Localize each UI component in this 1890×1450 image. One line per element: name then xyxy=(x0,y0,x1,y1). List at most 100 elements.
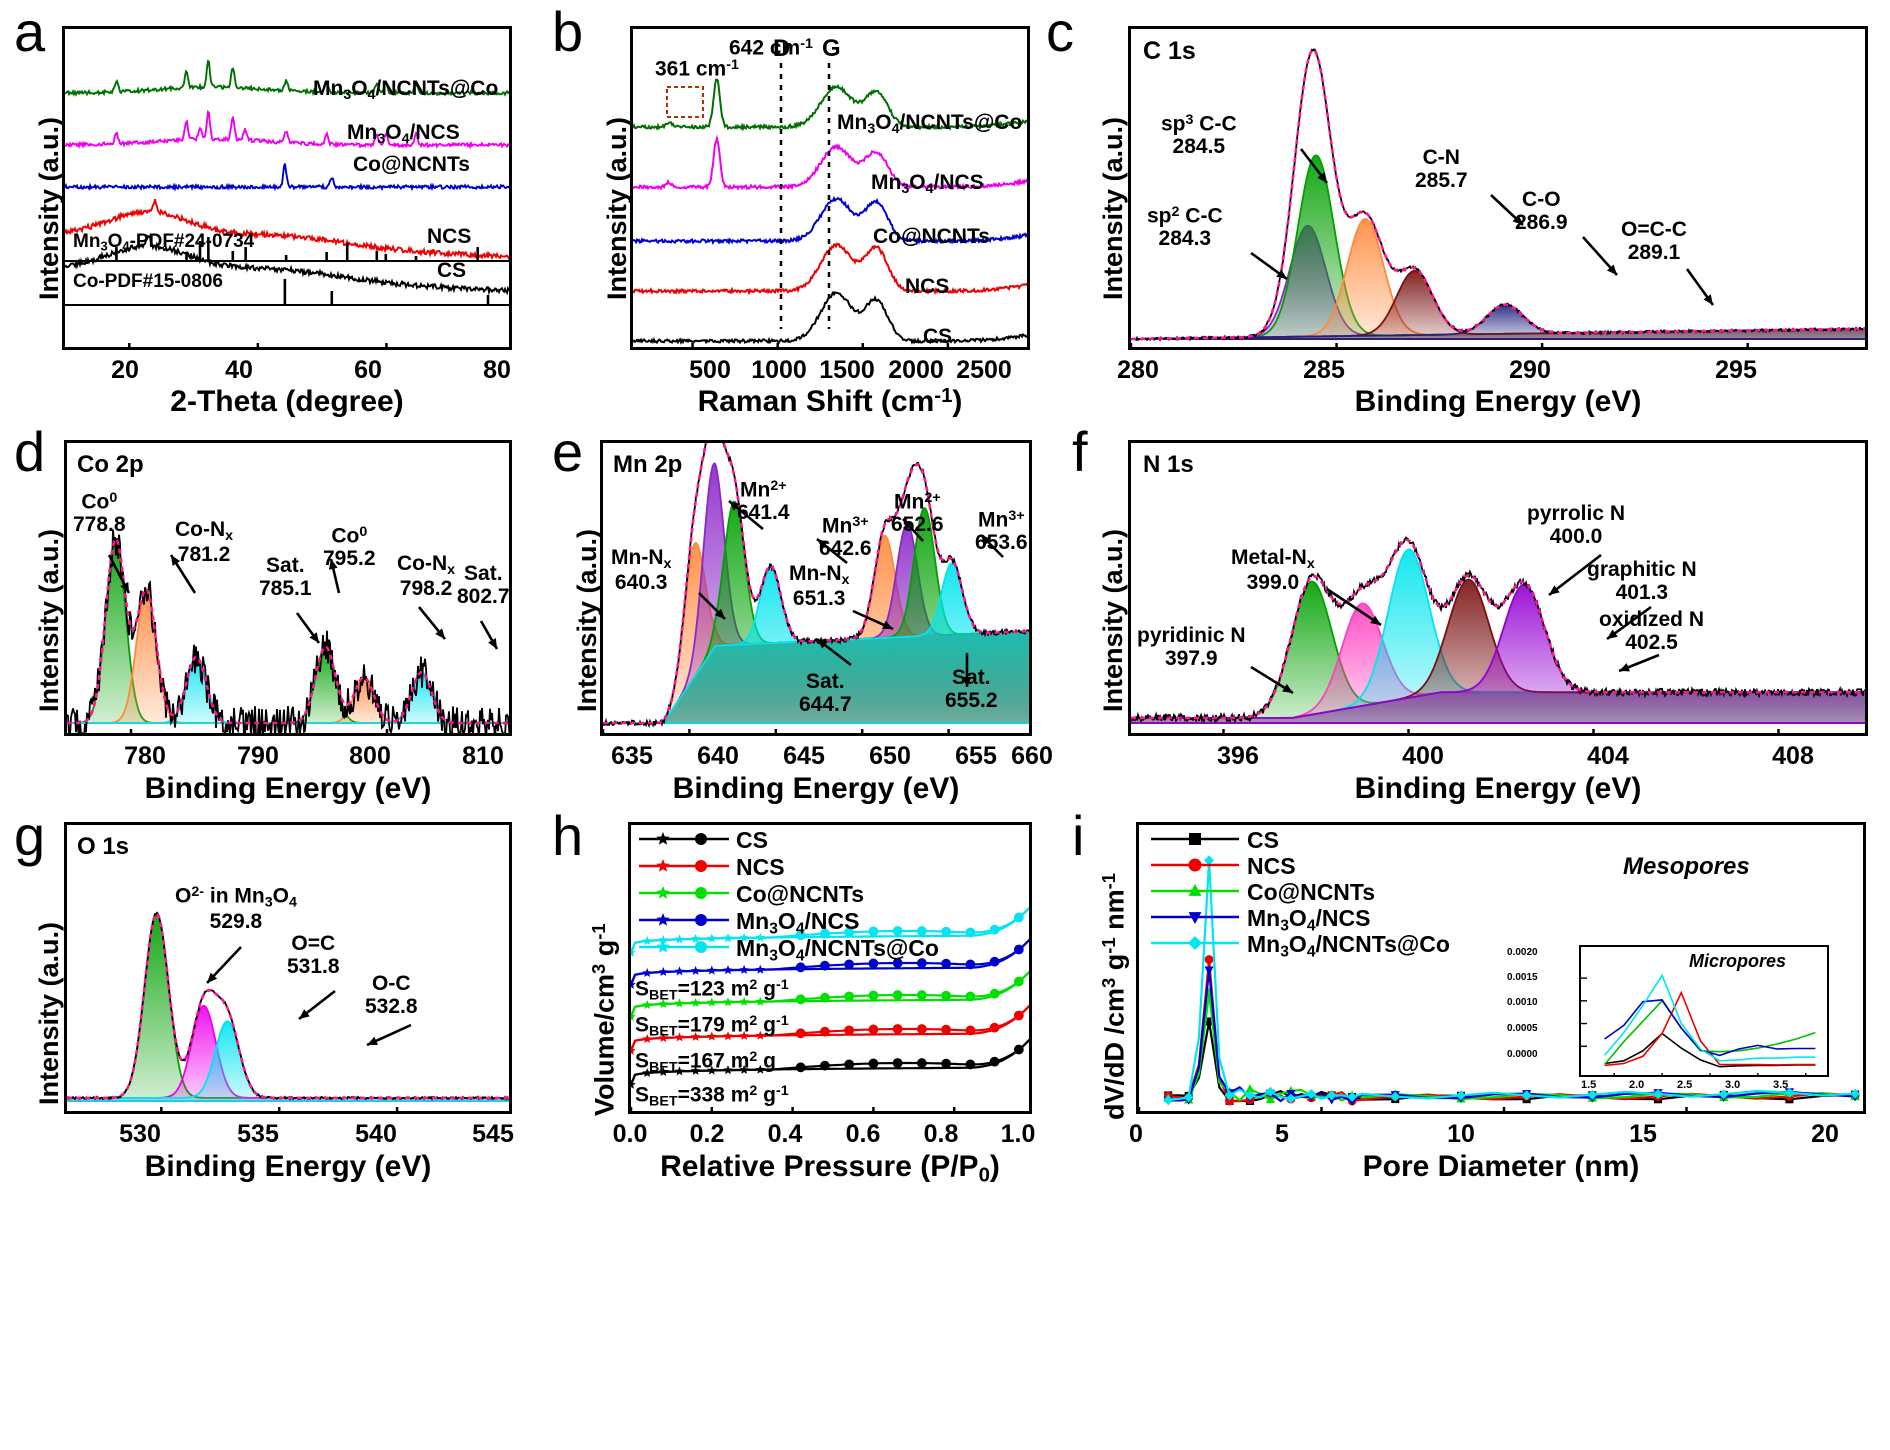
panel-i-inset-xtick-0: 1.5 xyxy=(1581,1079,1597,1091)
panel-i-inset-svg xyxy=(1581,973,1816,1075)
panel-h-xtick-3: 0.6 xyxy=(845,1120,881,1148)
panel-i-legend-4[interactable]: Mn3O4/NCNTs@Co xyxy=(1247,931,1450,961)
panel-h-sbet-2: SBET=167 m2 g xyxy=(635,1049,776,1076)
panel-i-legend-1[interactable]: NCS xyxy=(1247,853,1296,879)
panel-e-xtick-4: 655 xyxy=(955,742,997,770)
panel-d-title: Co 2p xyxy=(77,451,144,478)
panel-c-plot: C 1s sp3 C-C 284.5 sp2 C-C 284.3 C-N 285.7 … xyxy=(1128,26,1868,350)
panel-c-ann-sp2: sp2 C-C 284.3 xyxy=(1147,204,1223,251)
panel-e-ann-mnnx-1: Mn-Nx 640.3 xyxy=(611,546,672,595)
panel-i-xtick-2: 10 xyxy=(1447,1120,1475,1148)
panel-d-svg xyxy=(67,529,509,733)
panel-b-curve-label-4: NCS xyxy=(905,275,950,298)
panel-b-plot: 361 cm-1 642 cm-1 D G Mn3O4/NCNTs@Co Mn3… xyxy=(630,26,1030,350)
panel-h-sbet-3: SBET=338 m2 g-1 xyxy=(635,1083,789,1110)
panel-i-inset: Micropores xyxy=(1579,945,1829,1077)
panel-e-xtick-1: 640 xyxy=(697,742,739,770)
panel-i-inset-xtick-1: 2.0 xyxy=(1629,1079,1645,1091)
panel-d-plot: Co 2p Co0 778.8 Co-Nx 781.2 Sat. 785.1 Co0 7… xyxy=(64,440,512,736)
panel-f-ann-graphitic: graphitic N 401.3 xyxy=(1587,558,1697,604)
panel-i-xtick-4: 20 xyxy=(1811,1120,1839,1148)
panel-a-curve-label-2: Mn3O4/NCS xyxy=(347,121,460,147)
panel-h-legend-1[interactable]: NCS xyxy=(736,854,785,880)
panel-i-legend-0[interactable]: CS xyxy=(1247,827,1279,853)
panel-g-ylabel: Intensity (a.u.) xyxy=(34,921,64,1105)
panel-h-sbet-0: SBET=123 m2 g-1 xyxy=(635,977,789,1004)
panel-f-xtick-2: 404 xyxy=(1587,742,1629,770)
panel-h-xtick-0: 0.0 xyxy=(612,1120,648,1148)
panel-h-legend-3[interactable]: Mn3O4/NCS xyxy=(736,908,860,938)
panel-b-curve-label-3: Co@NCNTs xyxy=(873,225,990,248)
panel-i-legend-2[interactable]: Co@NCNTs xyxy=(1247,879,1376,905)
panel-a-xtick-3: 80 xyxy=(483,356,511,384)
panel-i-inset-xtick-4: 3.5 xyxy=(1773,1079,1789,1091)
panel-e-xtick-2: 645 xyxy=(783,742,825,770)
panel-f-xtick-0: 396 xyxy=(1217,742,1259,770)
panel-b-curve-label-1: Mn3O4/NCNTs@Co xyxy=(837,111,1023,137)
panel-a-xtick-0: 20 xyxy=(111,356,139,384)
panel-d-xtick-3: 810 xyxy=(462,742,504,770)
panel-c-ann-sp3: sp3 C-C 284.5 xyxy=(1161,112,1237,159)
panel-b-band-d-label: D xyxy=(773,35,791,62)
panel-i-xtick-0: 0 xyxy=(1129,1120,1143,1148)
panel-c-letter: c xyxy=(1046,0,1074,63)
panel-h-letter: h xyxy=(552,804,584,867)
panel-c-xtick-1: 285 xyxy=(1303,356,1345,384)
panel-i-inset-ytick-3: 0.0005 xyxy=(1507,1023,1538,1034)
panel-e-ann-sat-1: Sat. 644.7 xyxy=(799,670,852,716)
panel-i-letter: i xyxy=(1072,804,1085,867)
panel-g-ann-o2: O2- in Mn3O4 529.8 xyxy=(175,884,297,933)
panel-f-ann-pyridinic: pyridinic N 397.9 xyxy=(1137,624,1246,670)
panel-i-xtick-3: 15 xyxy=(1629,1120,1657,1148)
panel-b-peak1-label: 361 cm-1 xyxy=(655,57,739,81)
panel-f-ann-oxidized: oxidized N 402.5 xyxy=(1599,608,1705,654)
panel-b-curve-label-2: Mn3O4/NCS xyxy=(871,171,984,197)
panel-f-ylabel: Intensity (a.u.) xyxy=(1098,528,1128,712)
panel-i-inset-ytick-1: 0.0015 xyxy=(1507,972,1538,983)
panel-i-inset-xtick-2: 2.5 xyxy=(1677,1079,1693,1091)
panel-a-ref2-label: Co-PDF#15-0806 xyxy=(73,271,223,292)
panel-c-ann-co: C-O 286.9 xyxy=(1515,188,1568,234)
panel-h-ylabel: Volume/cm3 g-1 xyxy=(588,923,620,1116)
panel-a-svg xyxy=(65,59,509,347)
panel-h-svg xyxy=(631,832,1029,1111)
panel-b-peak2-label: 642 cm-1 xyxy=(729,36,813,60)
panel-i-xtick-1: 5 xyxy=(1275,1120,1289,1148)
panel-e-xlabel: Binding Energy (eV) xyxy=(672,772,960,805)
panel-h-plot: CS NCS Co@NCNTs Mn3O4/NCS Mn3O4/NCNTs@Co… xyxy=(628,822,1032,1114)
panel-i-inset-ytick-0: 0.0020 xyxy=(1507,947,1538,958)
panel-i-inset-ytick-4: 0.0000 xyxy=(1507,1049,1538,1060)
panel-e-xtick-0: 635 xyxy=(611,742,653,770)
panel-h-legend-0[interactable]: CS xyxy=(736,827,768,853)
panel-e-svg xyxy=(603,443,1029,733)
panel-g-letter: g xyxy=(14,804,46,867)
panel-d-letter: d xyxy=(14,420,46,483)
panel-d-xlabel: Binding Energy (eV) xyxy=(144,772,432,805)
panel-e-ann-sat-2: Sat. 655.2 xyxy=(945,666,998,712)
panel-e-title: Mn 2p xyxy=(613,451,683,478)
panel-e-ann-mnnx-2: Mn-Nx 651.3 xyxy=(789,562,850,611)
panel-b-xtick-2: 1500 xyxy=(819,356,875,384)
panel-d-ann-sat-2: Sat. 802.7 xyxy=(457,562,510,608)
panel-g-xlabel: Binding Energy (eV) xyxy=(144,1150,432,1183)
panel-h-legend-4[interactable]: Mn3O4/NCNTs@Co xyxy=(736,935,939,965)
panel-f-ann-pyrrolic: pyrrolic N 400.0 xyxy=(1527,502,1626,548)
panel-f-xlabel: Binding Energy (eV) xyxy=(1354,772,1642,805)
panel-i-xlabel: Pore Diameter (nm) xyxy=(1362,1150,1640,1183)
panel-h-legend-2[interactable]: Co@NCNTs xyxy=(736,881,865,907)
panel-b-curve-label-5: CS xyxy=(923,325,953,348)
panel-i-plot: CS NCS Co@NCNTs Mn3O4/NCS Mn3O4/NCNTs@Co… xyxy=(1136,822,1866,1114)
panel-f-xtick-1: 400 xyxy=(1402,742,1444,770)
panel-i-inset-title: Micropores xyxy=(1689,951,1787,971)
panel-b-xtick-4: 2500 xyxy=(956,356,1012,384)
panel-g-title: O 1s xyxy=(77,833,130,860)
panel-i-legend-3[interactable]: Mn3O4/NCS xyxy=(1247,905,1371,935)
panel-a-letter: a xyxy=(14,0,46,63)
panel-a-plot: Mn3O4-PDF#24-0734 Co-PDF#15-0806 Mn3O4/N… xyxy=(62,26,512,350)
panel-c-svg xyxy=(1131,48,1865,347)
panel-c-xtick-2: 290 xyxy=(1509,356,1551,384)
panel-e-ann-mn3-2: Mn3+ 653.6 xyxy=(975,508,1028,555)
panel-h-xtick-5: 1.0 xyxy=(1000,1120,1036,1148)
panel-i-svg xyxy=(1139,833,1861,1111)
